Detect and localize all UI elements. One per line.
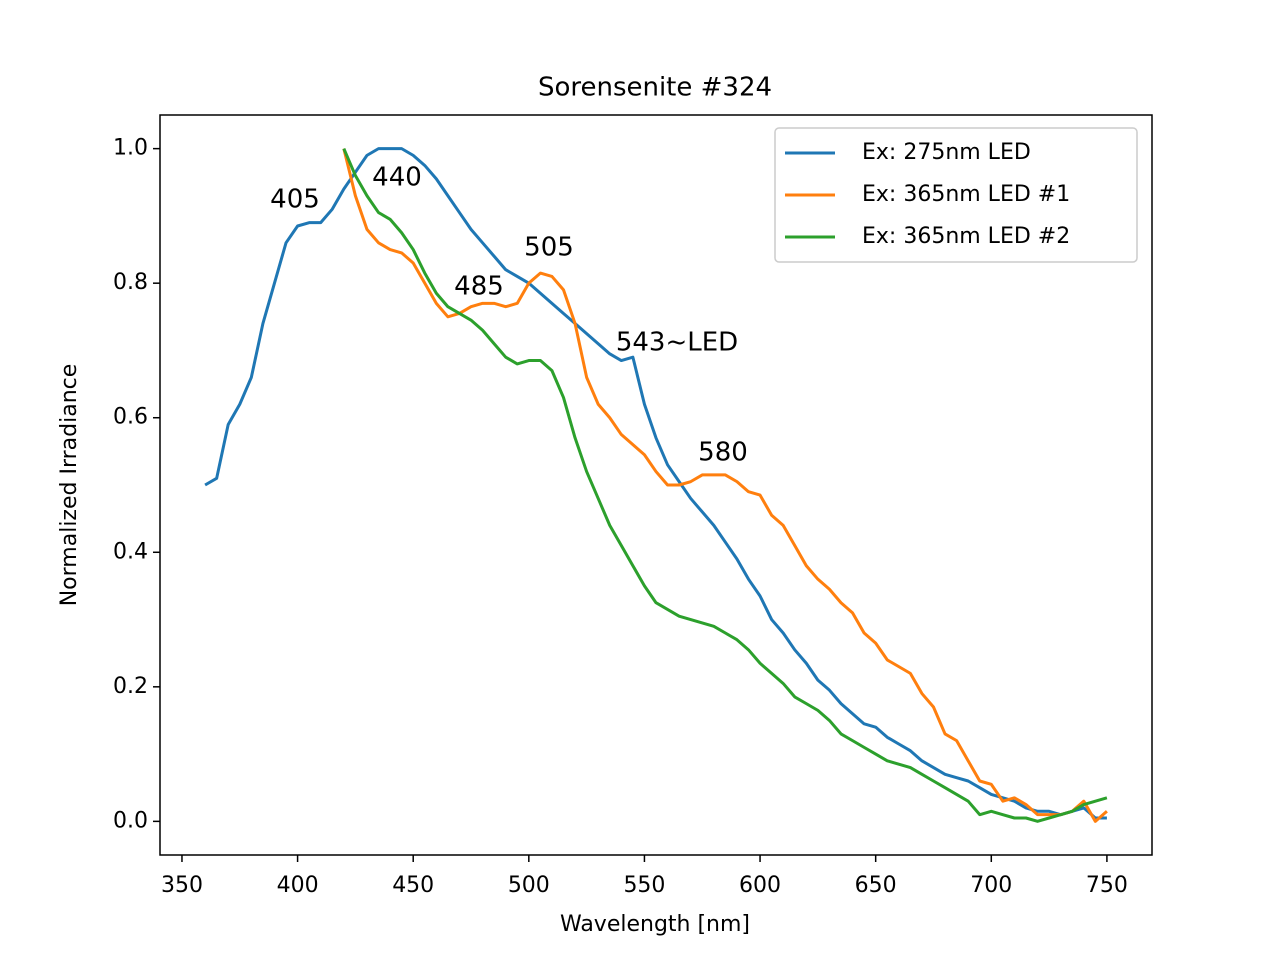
x-tick-label: 350 <box>161 873 203 898</box>
legend-label: Ex: 365nm LED #1 <box>862 182 1070 207</box>
y-tick-label: 0.0 <box>113 808 148 833</box>
x-tick-label: 600 <box>739 873 781 898</box>
annotation: 485 <box>454 272 504 302</box>
x-tick-label: 650 <box>855 873 897 898</box>
x-tick-label: 750 <box>1086 873 1128 898</box>
y-tick-label: 0.8 <box>113 270 148 295</box>
y-axis-label: Normalized Irradiance <box>57 364 82 607</box>
chart-title: Sorensenite #324 <box>538 73 772 103</box>
legend-label: Ex: 275nm LED <box>862 140 1031 165</box>
x-axis-label: Wavelength [nm] <box>560 912 750 937</box>
y-tick-label: 0.4 <box>113 539 148 564</box>
data-line <box>342 148 1108 823</box>
annotation: 580 <box>698 438 748 468</box>
x-tick-label: 500 <box>508 873 550 898</box>
y-tick-label: 0.2 <box>113 674 148 699</box>
annotation: 505 <box>524 233 574 263</box>
annotation: 440 <box>372 163 422 193</box>
legend-box <box>774 127 1138 263</box>
y-tick-label: 1.0 <box>113 136 148 161</box>
x-tick-label: 450 <box>392 873 434 898</box>
y-tick-label: 0.6 <box>113 405 148 430</box>
annotation: 405 <box>270 185 320 215</box>
annotation: 543~LED <box>616 328 738 358</box>
x-tick-label: 550 <box>623 873 665 898</box>
x-tick-label: 700 <box>970 873 1012 898</box>
legend-label: Ex: 365nm LED #2 <box>862 224 1070 249</box>
plot-frame <box>159 114 1153 856</box>
x-tick-label: 400 <box>277 873 319 898</box>
data-line <box>342 148 1108 823</box>
